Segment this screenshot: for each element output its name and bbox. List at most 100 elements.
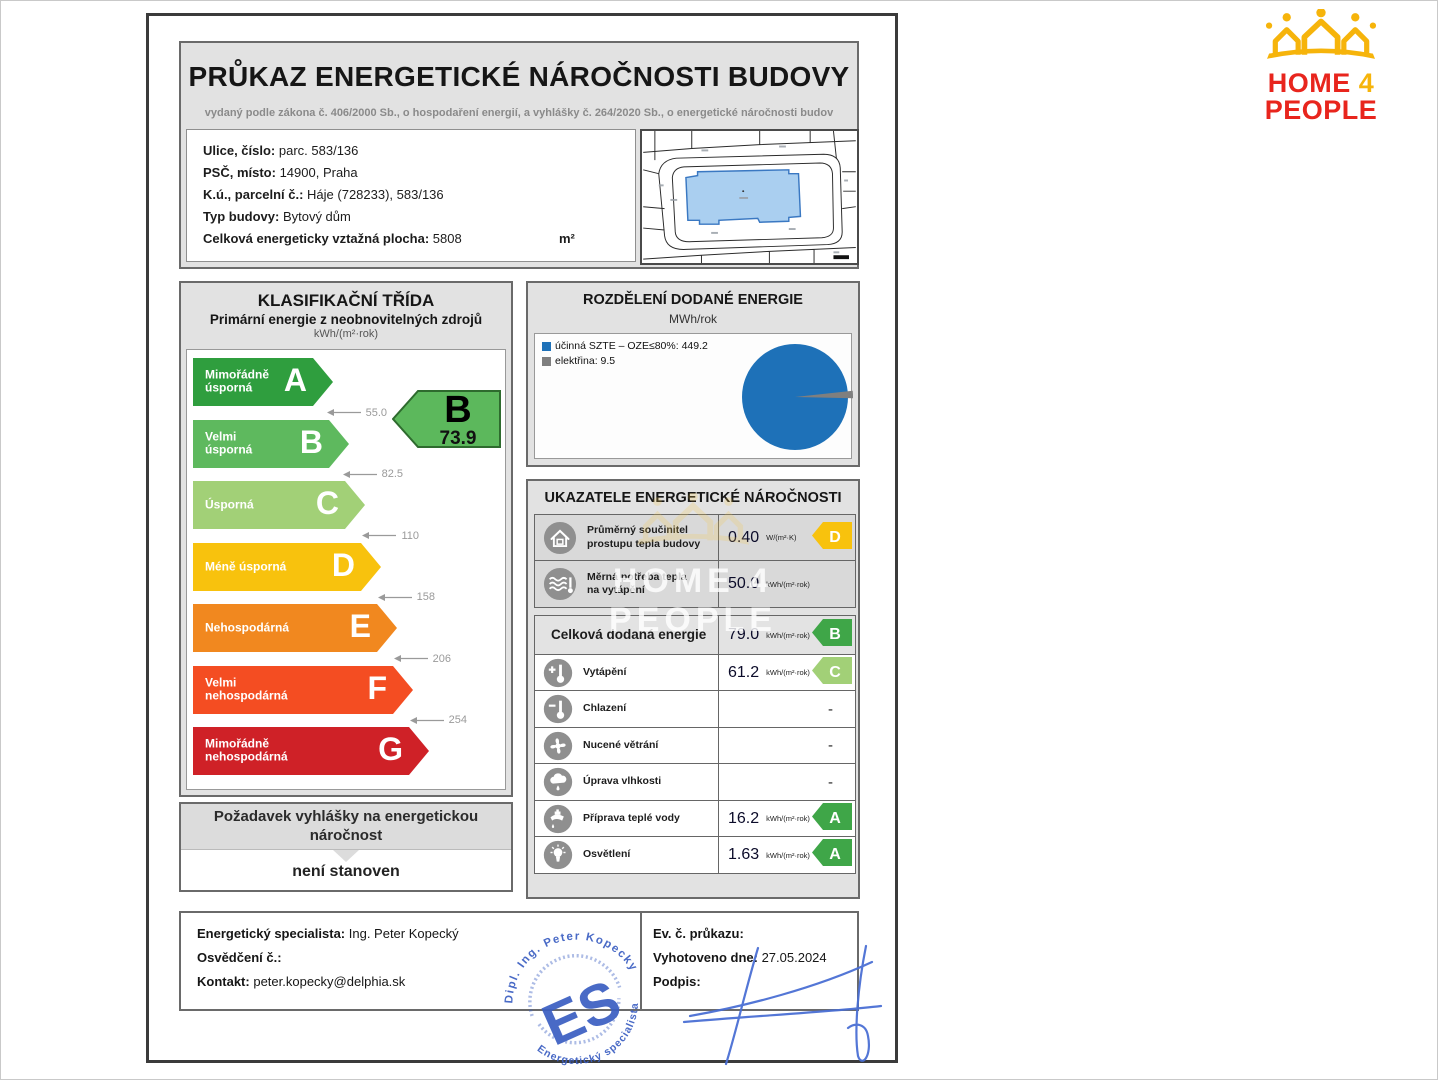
classification-scale: B 73.9 Mimořádně úsporná A 55.0 Velmi úspor… (186, 349, 506, 790)
building-info-value: parc. 583/136 (278, 143, 359, 158)
meta-line-label: Ev. č. průkazu: (653, 926, 744, 941)
svg-text:A: A (829, 846, 841, 863)
rating-letter: B (444, 389, 472, 431)
indicator-unit: kWh/(m²·rok) (766, 630, 810, 640)
meta-line: Podpis: (653, 974, 827, 989)
indicator-row: Chlazení - (534, 690, 856, 728)
specialist-line: Kontakt: peter.kopecky@delphia.sk (197, 974, 459, 989)
indicator-unit: kWh/(m²·rok) (766, 668, 810, 677)
rating-value: 73.9 (439, 428, 477, 449)
requirement-notch (333, 850, 359, 862)
indicator-value: 16.2 (728, 809, 760, 827)
bulb-icon (543, 840, 573, 870)
indicator-row: Měrná potřeba tepla na vytápění 50.0 kWh/(… (534, 560, 856, 608)
specialist-line-value: Ing. Peter Kopecký (348, 926, 459, 941)
building-info-value: Bytový dům (282, 209, 351, 224)
indicator-value: 1.63 (728, 846, 760, 863)
energy-distribution-section: ROZDĚLENÍ DODANÉ ENERGIE MWh/rok účinná … (526, 281, 860, 467)
requirement-title: Požadavek vyhlášky na energetickou nároč… (181, 804, 511, 850)
class-row-b: Velmi úsporná B (193, 419, 349, 468)
heat-waves-icon (543, 567, 577, 601)
class-letter: F (367, 669, 387, 706)
indicator-label-cell: Nucené větrání (535, 728, 718, 764)
signature (682, 944, 883, 1066)
class-letter: A (283, 362, 307, 399)
class-row-d: Méně úsporná D (193, 542, 381, 591)
building-info-row: Typ budovy: Bytový dům (203, 209, 635, 224)
indicator-label: Úprava vlhkosti (583, 775, 662, 788)
indicator-label: Osvětlení (583, 848, 631, 861)
class-row-c: Úsporná C (193, 481, 365, 529)
building-info-row: Ulice, číslo: parc. 583/136 (203, 143, 635, 158)
indicator-row: Celková dodaná energie 79.0 kWh/(m²·rok) B (534, 615, 856, 655)
indicator-row: Vytápění 61.2 kWh/(m²·rok) C (534, 653, 856, 692)
class-label: Mimořádně úsporná (205, 367, 270, 395)
svg-text:C: C (829, 664, 841, 681)
legend-item: elektřina: 9.5 (542, 355, 708, 367)
tap-icon (543, 804, 573, 834)
class-threshold-value: 158 (416, 591, 435, 603)
house-icon (543, 521, 577, 555)
legend-swatch (542, 341, 551, 351)
indicator-label: Průměrný součinitel prostupu tepla budov… (587, 524, 701, 550)
specialist-info: Energetický specialista: Ing. Peter Kope… (197, 926, 459, 998)
indicator-dash: - (828, 737, 833, 754)
class-threshold: 82.5 (193, 468, 403, 481)
fan-icon (543, 731, 573, 761)
indicator-row: Osvětlení 1.63 kWh/(m²·rok) A (534, 836, 856, 874)
indicator-label-cell: Měrná potřeba tepla na vytápění (535, 561, 718, 607)
indicator-value-cell: 0.40 W/(m²·K) D (718, 514, 855, 561)
indicator-label-cell: Průměrný součinitel prostupu tepla budov… (535, 515, 718, 561)
indicator-value-cell: 79.0 kWh/(m²·rok) B (718, 616, 855, 654)
footer-divider (640, 913, 642, 1009)
indicator-label-cell: Osvětlení (535, 837, 718, 873)
indicator-dash: - (828, 700, 833, 718)
indicators-section: UKAZATELE ENERGETICKÉ NÁROČNOSTI Průměrn… (526, 479, 860, 899)
document-subtitle: vydaný podle zákona č. 406/2000 Sb., o h… (204, 107, 834, 119)
indicator-label-cell: Celková dodaná energie (535, 616, 718, 654)
thermo-minus-icon (543, 694, 573, 724)
class-threshold-value: 254 (448, 714, 467, 726)
indicator-unit: kWh/(m²·rok) (766, 850, 810, 860)
building-info-label: K.ú., parcelní č.: (203, 187, 308, 202)
indicator-label-cell: Vytápění (535, 655, 718, 691)
class-label: Mimořádně nehospodárná (205, 736, 288, 764)
building-info-label: Celková energeticky vztažná plocha: (203, 231, 433, 246)
requirement-value: není stanoven (292, 863, 400, 880)
indicator-value: 50.0 (728, 575, 760, 592)
indicator-label: Vytápění (583, 665, 627, 678)
indicator-label-cell: Chlazení (535, 691, 718, 727)
pie-chart-area: účinná SZTE – OZE≤80%: 449.2 elektřina: 9… (534, 333, 854, 459)
indicator-class-arrow-a: A (812, 802, 852, 835)
building-info-row: Celková energeticky vztažná plocha: 5808… (203, 231, 635, 246)
class-label: Úsporná (205, 497, 254, 512)
class-letter: E (349, 608, 371, 645)
specialist-line-label: Kontakt: (197, 974, 254, 989)
header-section: PRŮKAZ ENERGETICKÉ NÁROČNOSTI BUDOVY vyd… (179, 41, 859, 269)
class-letter: G (378, 731, 403, 768)
indicator-value-cell: - (718, 727, 855, 764)
legend-item: účinná SZTE – OZE≤80%: 449.2 (542, 340, 708, 352)
specialist-line-value: peter.kopecky@delphia.sk (253, 974, 406, 989)
indicator-value-cell: - (718, 764, 855, 800)
class-threshold-value: 206 (432, 652, 451, 665)
building-info-label: Ulice, číslo: (203, 143, 279, 158)
specialist-line-label: Energetický specialista: (197, 926, 349, 941)
indicator-class-arrow-d: D (812, 521, 852, 554)
class-threshold-value: 110 (401, 529, 419, 542)
classification-subtitle: Primární energie z neobnovitelných zdroj… (209, 312, 483, 327)
indicator-label-cell: Příprava teplé vody (535, 801, 718, 837)
requirement-box: Požadavek vyhlášky na energetickou nároč… (179, 802, 513, 892)
humidity-icon (543, 767, 573, 797)
class-letter: C (315, 485, 339, 522)
indicator-dash: - (828, 773, 833, 791)
building-info-row: PSČ, místo: 14900, Praha (203, 165, 635, 180)
indicator-value: 61.2 (728, 663, 760, 681)
meta-line-value: 27.05.2024 (761, 950, 827, 965)
document-title: PRŮKAZ ENERGETICKÉ NÁROČNOSTI BUDOVY (188, 61, 850, 92)
home4people-logo: HOME 4 PEOPLE (1213, 7, 1429, 124)
class-label: Nehospodárná (205, 620, 290, 635)
indicator-label-cell: Úprava vlhkosti (535, 764, 718, 800)
class-label: Méně úsporná (205, 558, 287, 573)
